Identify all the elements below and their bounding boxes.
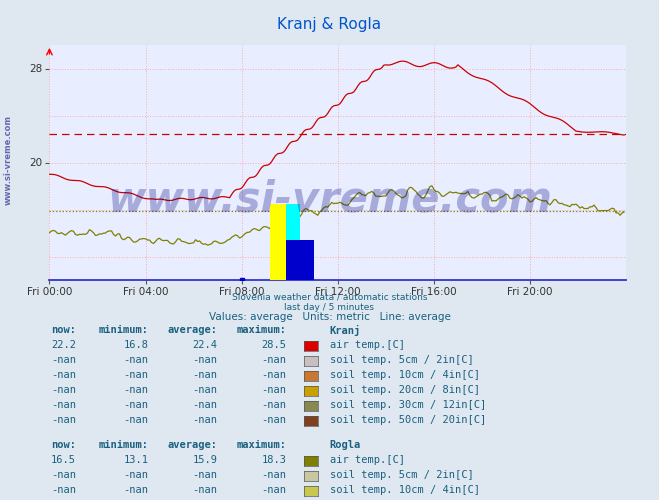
Text: soil temp. 10cm / 4in[C]: soil temp. 10cm / 4in[C]	[330, 370, 480, 380]
Bar	[287, 240, 314, 280]
Text: -nan: -nan	[192, 385, 217, 395]
Text: Kranj & Rogla: Kranj & Rogla	[277, 18, 382, 32]
Text: soil temp. 20cm / 8in[C]: soil temp. 20cm / 8in[C]	[330, 385, 480, 395]
Text: -nan: -nan	[123, 485, 148, 495]
Text: maximum:: maximum:	[237, 440, 287, 450]
Text: minimum:: minimum:	[98, 325, 148, 335]
Text: soil temp. 50cm / 20in[C]: soil temp. 50cm / 20in[C]	[330, 415, 486, 425]
Text: 28.5: 28.5	[262, 340, 287, 350]
Text: 15.9: 15.9	[192, 455, 217, 465]
Text: -nan: -nan	[51, 400, 76, 410]
Text: 13.1: 13.1	[123, 455, 148, 465]
Text: soil temp. 30cm / 12in[C]: soil temp. 30cm / 12in[C]	[330, 400, 486, 410]
Text: -nan: -nan	[51, 385, 76, 395]
Text: soil temp. 5cm / 2in[C]: soil temp. 5cm / 2in[C]	[330, 470, 473, 480]
Text: Rogla: Rogla	[330, 440, 360, 450]
Text: 16.5: 16.5	[51, 455, 76, 465]
Text: -nan: -nan	[51, 415, 76, 425]
Text: -nan: -nan	[123, 355, 148, 365]
Text: 16.8: 16.8	[123, 340, 148, 350]
Text: -nan: -nan	[262, 485, 287, 495]
Bar	[270, 204, 287, 280]
Text: 22.2: 22.2	[51, 340, 76, 350]
Text: last day / 5 minutes: last day / 5 minutes	[285, 302, 374, 312]
Text: -nan: -nan	[123, 385, 148, 395]
Text: -nan: -nan	[262, 470, 287, 480]
Text: soil temp. 10cm / 4in[C]: soil temp. 10cm / 4in[C]	[330, 485, 480, 495]
Text: -nan: -nan	[123, 415, 148, 425]
Text: average:: average:	[167, 440, 217, 450]
Text: -nan: -nan	[192, 355, 217, 365]
Text: soil temp. 5cm / 2in[C]: soil temp. 5cm / 2in[C]	[330, 355, 473, 365]
Text: -nan: -nan	[262, 385, 287, 395]
Text: -nan: -nan	[123, 370, 148, 380]
Text: -nan: -nan	[262, 400, 287, 410]
Text: maximum:: maximum:	[237, 325, 287, 335]
Text: -nan: -nan	[262, 415, 287, 425]
Text: Slovenia weather data / automatic stations: Slovenia weather data / automatic statio…	[232, 292, 427, 302]
Text: -nan: -nan	[123, 470, 148, 480]
Text: -nan: -nan	[51, 485, 76, 495]
Text: average:: average:	[167, 325, 217, 335]
Text: 22.4: 22.4	[192, 340, 217, 350]
Text: 18.3: 18.3	[262, 455, 287, 465]
Text: air temp.[C]: air temp.[C]	[330, 340, 405, 350]
Text: Kranj: Kranj	[330, 325, 360, 336]
Text: Values: average   Units: metric   Line: average: Values: average Units: metric Line: aver…	[208, 312, 451, 322]
Text: -nan: -nan	[192, 370, 217, 380]
Text: -nan: -nan	[192, 415, 217, 425]
Text: www.si-vreme.com: www.si-vreme.com	[107, 179, 552, 221]
Text: air temp.[C]: air temp.[C]	[330, 455, 405, 465]
Text: -nan: -nan	[262, 355, 287, 365]
Bar	[287, 204, 301, 280]
Text: -nan: -nan	[192, 400, 217, 410]
Text: www.si-vreme.com: www.si-vreme.com	[4, 115, 13, 205]
Text: -nan: -nan	[192, 470, 217, 480]
Text: now:: now:	[51, 440, 76, 450]
Text: minimum:: minimum:	[98, 440, 148, 450]
Text: -nan: -nan	[192, 485, 217, 495]
Text: -nan: -nan	[262, 370, 287, 380]
Text: -nan: -nan	[51, 355, 76, 365]
Text: -nan: -nan	[51, 370, 76, 380]
Text: -nan: -nan	[51, 470, 76, 480]
Text: -nan: -nan	[123, 400, 148, 410]
Text: now:: now:	[51, 325, 76, 335]
